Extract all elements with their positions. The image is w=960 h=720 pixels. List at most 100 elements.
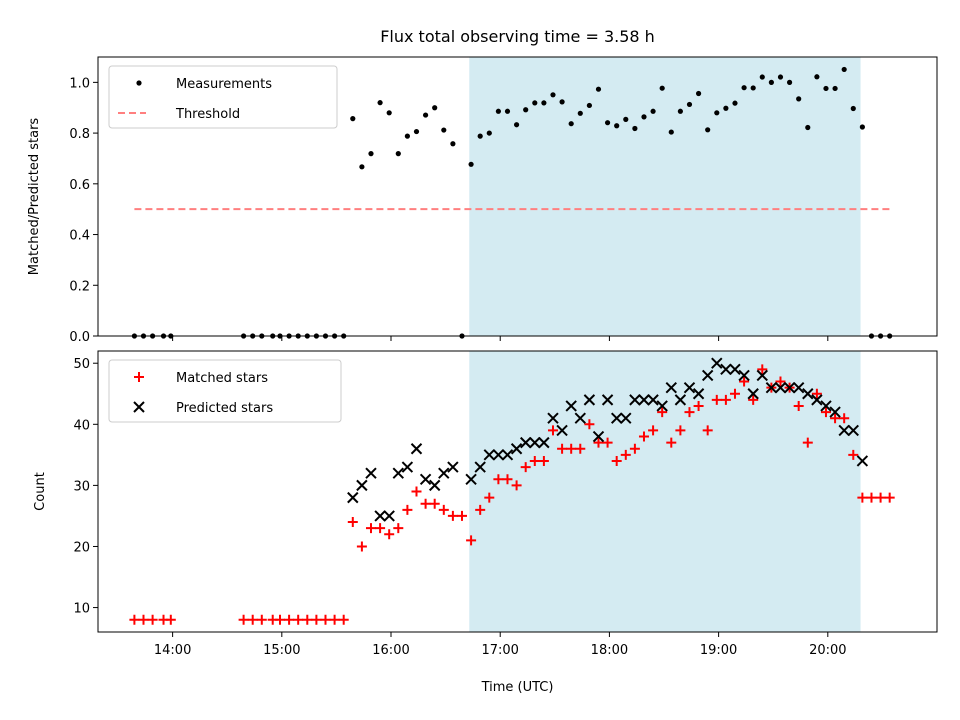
predicted-star-point xyxy=(519,436,532,449)
measurement-point xyxy=(541,100,547,106)
measurement-point xyxy=(386,110,392,116)
measurement-point xyxy=(568,121,574,127)
x-tick-label: 20:00 xyxy=(809,643,846,658)
ratio-panel: 0.0 0.2 0.4 0.6 0.8 1.0 Flux total observing … xyxy=(27,27,938,345)
predicted-star-point xyxy=(419,473,432,485)
measurement-point xyxy=(732,100,738,106)
y-tick-label: 10 xyxy=(73,602,90,617)
matched-star-point xyxy=(629,443,640,454)
measurement-point xyxy=(677,108,683,114)
legend-swatch xyxy=(134,372,144,382)
matched-star-point xyxy=(884,492,895,503)
measurement-point xyxy=(668,129,674,135)
x-tick-label: 19:00 xyxy=(700,643,737,658)
count-legend-box xyxy=(108,359,342,423)
predicted-star-point xyxy=(783,381,796,394)
predicted-star-point xyxy=(574,412,586,424)
predicted-star-point xyxy=(529,436,541,449)
predicted-star-point xyxy=(465,473,477,485)
matched-star-point xyxy=(675,425,686,436)
matched-star-point xyxy=(575,443,586,454)
measurement-point xyxy=(695,90,702,97)
matched-star-point xyxy=(538,455,549,466)
predicted-star-point xyxy=(510,443,523,455)
predicted-star-point xyxy=(774,381,787,394)
matched-star-point xyxy=(584,419,595,430)
matched-star-point xyxy=(502,474,513,485)
predicted-star-point xyxy=(592,430,605,443)
matched-star-point xyxy=(611,455,622,466)
predicted-star-point xyxy=(738,369,750,382)
predicted-star-point xyxy=(656,400,668,412)
predicted-star-point xyxy=(838,424,850,437)
measurement-point xyxy=(413,128,420,135)
predicted-star-point xyxy=(647,394,659,406)
legend-label-threshold: Threshold xyxy=(175,107,240,122)
legend-swatch xyxy=(136,80,142,86)
matched-star-point xyxy=(657,407,668,418)
predicted-star-point xyxy=(692,388,705,400)
predicted-star-point xyxy=(729,363,741,376)
matched-star-point xyxy=(866,492,877,503)
count-plot-frame xyxy=(97,350,938,633)
x-tick-label: 14:00 xyxy=(154,643,191,658)
matched-star-point xyxy=(693,400,704,411)
predicted-star-point xyxy=(428,479,441,492)
matched-star-point xyxy=(466,535,477,546)
x-axis-label: Time (UTC) xyxy=(481,680,554,695)
y-tick-label: 0.6 xyxy=(69,178,90,193)
measurement-point xyxy=(686,101,693,108)
predicted-star-point xyxy=(802,388,814,400)
predicted-star-point xyxy=(538,436,550,449)
measurement-point xyxy=(395,151,401,157)
matched-star-point xyxy=(356,541,367,552)
predicted-star-point xyxy=(665,381,677,394)
x-tick-label: 18:00 xyxy=(591,643,628,658)
matched-star-point xyxy=(138,614,149,625)
count-axis-ticks: 10 20 30 40 50 14:00 15:00 16:00 17:00 18:00 19:00… xyxy=(73,357,846,658)
measurement-point xyxy=(623,116,629,122)
predicted-star-point xyxy=(601,394,614,406)
predicted-star-point xyxy=(720,363,732,376)
measurement-point xyxy=(786,79,793,85)
measurement-point xyxy=(659,85,665,91)
y-tick-label: 1.0 xyxy=(69,76,90,91)
measurement-point xyxy=(850,105,856,112)
predicted-star-point xyxy=(383,510,395,522)
measurement-point xyxy=(614,123,620,129)
measurement-point xyxy=(723,105,729,111)
measurement-point xyxy=(705,127,711,133)
measurement-point xyxy=(359,164,365,170)
predicted-star-point xyxy=(638,394,650,406)
legend-label-matched-stars: Matched stars xyxy=(176,371,268,386)
predicted-star-point xyxy=(811,394,823,406)
ratio-legend-box xyxy=(108,65,338,129)
matched-star-point xyxy=(256,614,267,625)
predicted-star-point xyxy=(711,357,723,369)
measurement-point xyxy=(441,127,447,133)
predicted-star-point xyxy=(829,406,841,418)
measurement-point xyxy=(350,116,356,122)
legend-swatch xyxy=(133,401,145,413)
measurement-point xyxy=(595,86,602,92)
matched-star-point xyxy=(775,376,786,387)
matched-star-point xyxy=(875,492,886,503)
legend-key-predicted-stars xyxy=(133,401,145,413)
predicted-star-point xyxy=(792,381,805,394)
predicted-star-point xyxy=(747,388,759,400)
predicted-star-point xyxy=(410,443,423,455)
legend-key-matched-stars xyxy=(134,372,144,382)
predicted-star-point xyxy=(447,461,459,473)
predicted-star-point xyxy=(365,467,377,479)
measurement-point xyxy=(714,110,720,116)
matched-star-point xyxy=(447,510,458,521)
count-legend: Matched stars Predicted stars xyxy=(108,359,342,423)
matched-star-point xyxy=(711,394,722,405)
matched-star-point xyxy=(147,614,158,625)
measurement-point xyxy=(586,102,592,109)
matched-star-point xyxy=(429,498,440,509)
predicted-star-point xyxy=(547,412,559,424)
matched-star-point xyxy=(739,376,750,387)
y-tick-label: 50 xyxy=(73,357,90,372)
